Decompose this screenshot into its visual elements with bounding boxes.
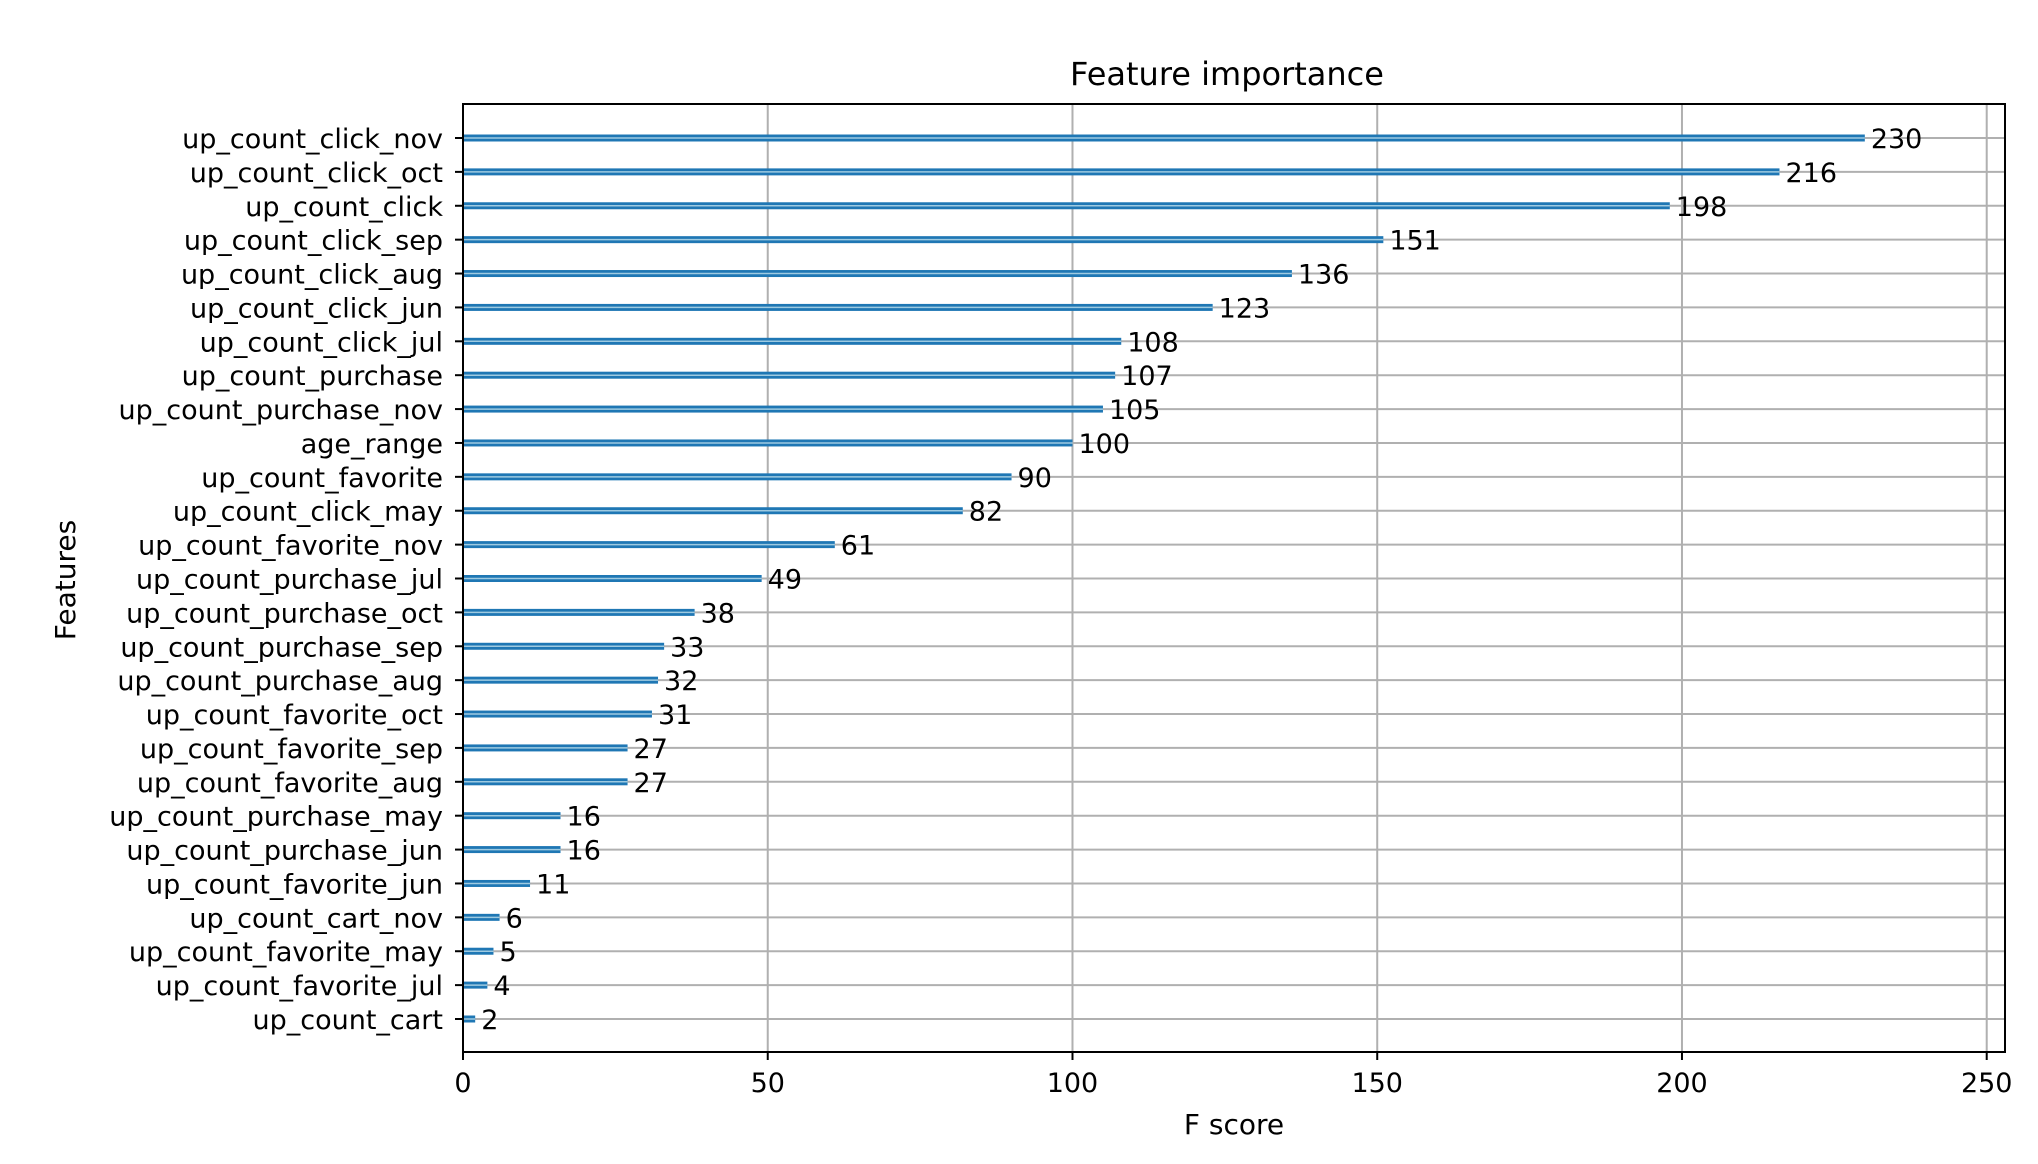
y-tick-label: up_count_purchase_jun [126,836,443,867]
data-label: 4 [493,971,510,1002]
data-label: 27 [634,734,668,765]
y-tick-layer: up_count_click_novup_count_click_octup_c… [109,124,463,1036]
y-tick-label: up_count_click [245,192,443,223]
data-label: 2 [481,1005,498,1036]
data-label: 33 [670,632,704,663]
x-tick-label: 50 [751,1068,785,1099]
data-label: 82 [969,497,1003,528]
y-tick-label: up_count_purchase_may [109,802,443,833]
bar-layer [463,134,1865,1023]
data-label: 198 [1676,192,1728,223]
y-tick-label: up_count_favorite_nov [138,531,443,562]
data-label: 27 [634,768,668,799]
y-tick-label: up_count_favorite_aug [137,768,443,799]
y-tick-label: up_count_favorite_may [129,937,443,968]
y-tick-label: up_count_purchase_jul [136,565,443,596]
data-label: 151 [1389,226,1441,257]
data-label: 216 [1785,158,1837,189]
y-tick-label: up_count_click_nov [182,124,443,155]
data-label: 16 [567,802,601,833]
data-label: 49 [768,565,802,596]
y-tick-label: up_count_favorite [201,463,443,494]
data-label: 123 [1219,293,1271,324]
data-label: 90 [1018,463,1052,494]
y-tick-label: up_count_purchase_aug [117,666,443,697]
y-tick-label: up_count_purchase_oct [126,598,443,629]
y-tick-label: up_count_cart_nov [189,903,443,934]
data-label: 136 [1298,260,1350,291]
y-tick-label: up_count_favorite_jul [156,971,443,1002]
data-label: 5 [499,937,516,968]
value-label-layer: 2302161981511361231081071051009082614938… [481,124,1922,1036]
y-tick-label: up_count_cart [252,1005,443,1036]
data-label: 108 [1127,327,1179,358]
y-tick-label: up_count_click_jun [190,293,443,324]
x-tick-layer: 0 50 100 150 200 250 [454,1052,2012,1099]
y-tick-label: up_count_favorite_sep [140,734,443,765]
data-label: 31 [658,700,692,731]
data-label: 100 [1078,429,1130,460]
data-label: 107 [1121,361,1173,392]
y-tick-label: up_count_click_aug [181,260,443,291]
y-tick-label: age_range [301,429,443,460]
x-tick-label: 250 [1961,1068,2013,1099]
x-tick-label: 150 [1351,1068,1403,1099]
chart-title: Feature importance [1070,55,1384,93]
x-tick-label: 100 [1047,1068,1099,1099]
data-label: 32 [664,666,698,697]
data-label: 38 [701,598,735,629]
y-tick-label: up_count_purchase_nov [119,395,443,426]
y-tick-label: up_count_click_sep [184,226,443,257]
data-label: 11 [536,869,570,900]
y-tick-label: up_count_favorite_jun [146,869,443,900]
y-axis-label: Features [49,520,82,640]
y-tick-label: up_count_click_oct [190,158,443,189]
data-label: 16 [567,836,601,867]
x-tick-label: 200 [1656,1068,1708,1099]
data-label: 6 [506,903,523,934]
y-tick-label: up_count_purchase [182,361,443,392]
data-label: 61 [841,531,875,562]
x-tick-label: 0 [454,1068,471,1099]
y-tick-label: up_count_click_may [173,497,443,528]
x-axis-label: F score [1184,1108,1284,1141]
y-tick-label: up_count_favorite_oct [146,700,443,731]
y-tick-label: up_count_click_jul [200,327,443,358]
y-tick-label: up_count_purchase_sep [120,632,443,663]
data-label: 230 [1871,124,1923,155]
data-label: 105 [1109,395,1161,426]
